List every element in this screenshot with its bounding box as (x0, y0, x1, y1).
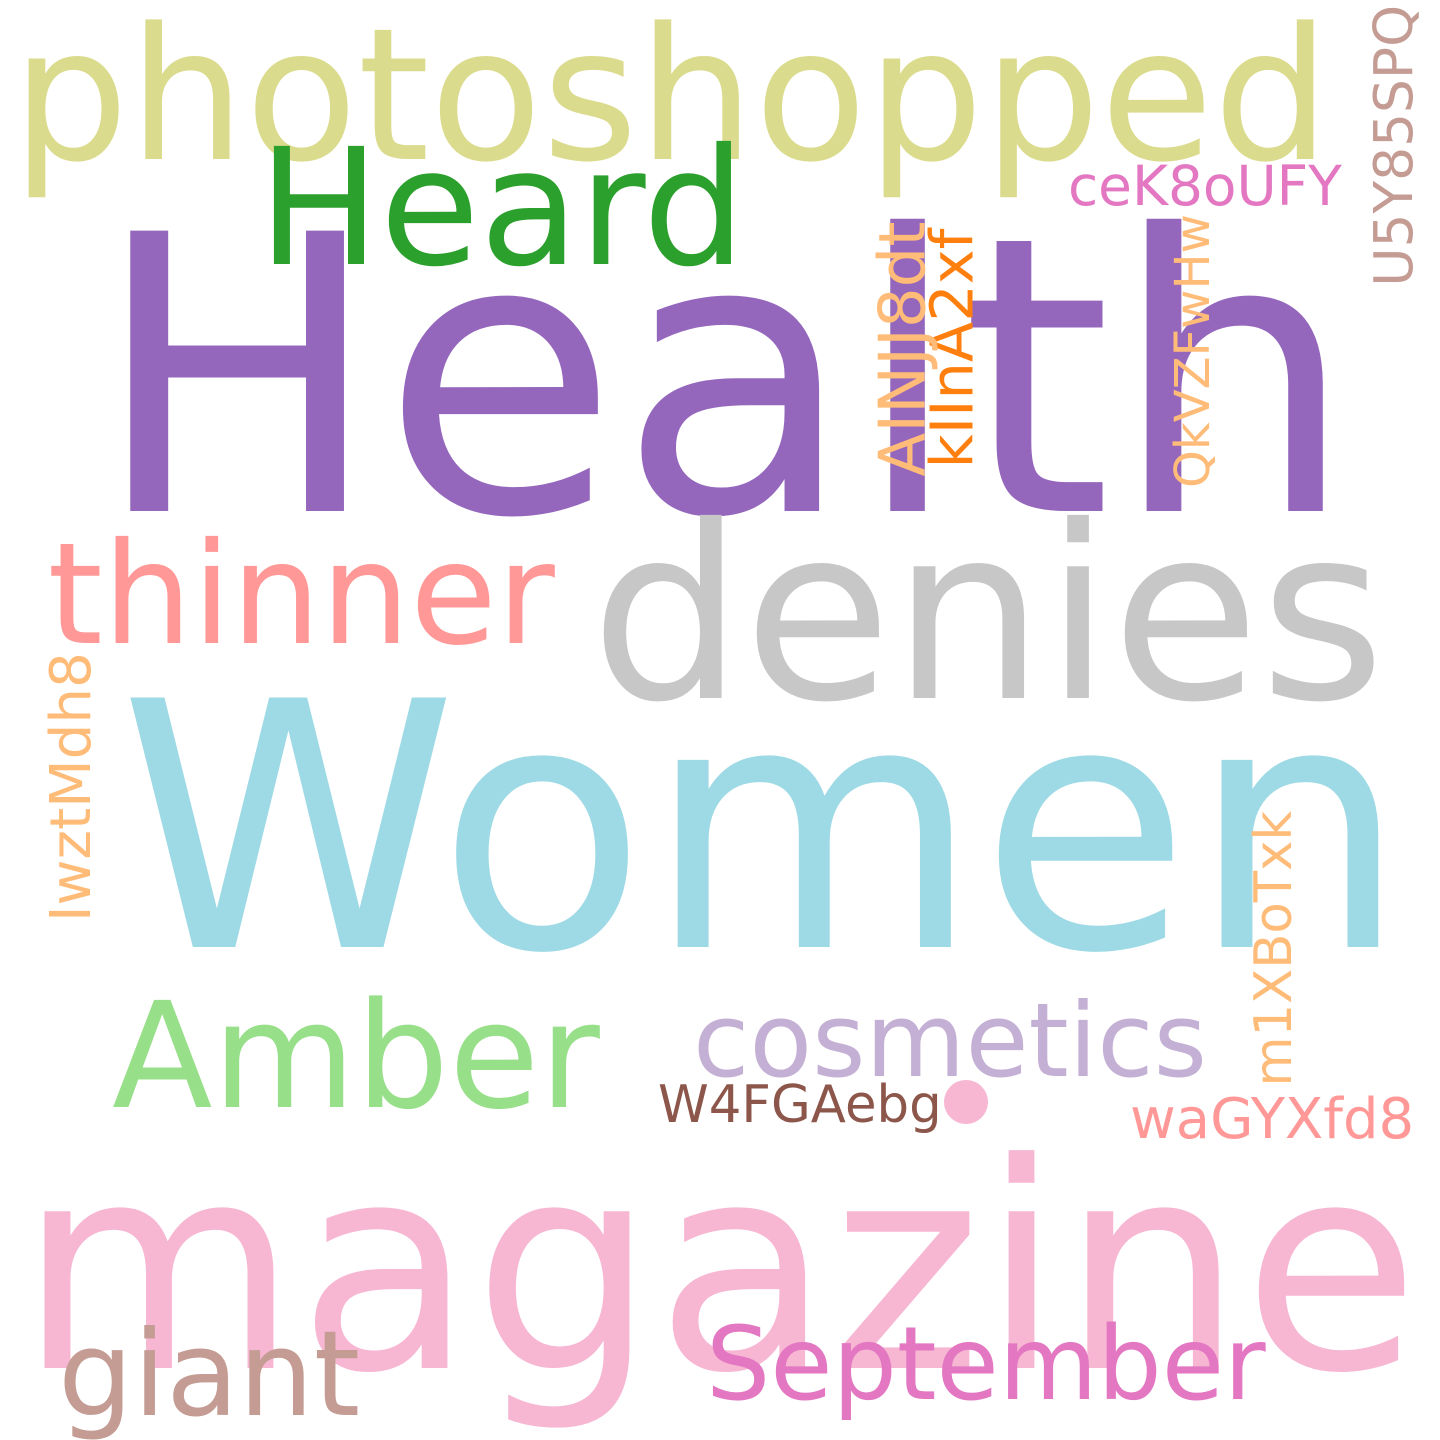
word-ainjj8dt: AINJJ8dt (865, 221, 940, 477)
word-cek8oufy: ceK8oUFY (1068, 153, 1342, 218)
word-thinner: thinner (47, 512, 555, 677)
word-qkvzfwhw: QkVZFwHw (1164, 214, 1221, 488)
word-magazine: magazine (18, 1101, 1420, 1436)
word-cosmetics: cosmetics (693, 981, 1208, 1101)
word-m1xbotxk: m1XBoTxk (1244, 810, 1305, 1087)
word-denies: denies (590, 473, 1386, 755)
word-wagyxfd8: waGYXfd8 (1130, 1087, 1415, 1152)
word-photoshopped: photoshopped (12, 0, 1331, 203)
word-women: Women (119, 629, 1408, 1028)
word-period-dot (944, 1080, 988, 1124)
word-september: September (706, 1304, 1266, 1423)
word-w4fgaebg: W4FGAebg (658, 1074, 942, 1135)
word-giant: giant (58, 1305, 361, 1440)
word-amber: Amber (112, 970, 600, 1142)
word-health: Health (92, 153, 1356, 602)
word-u5y85spq: U5Y85SPQ (1362, 4, 1426, 287)
word-heard: Heard (258, 115, 746, 303)
word-iwztmdh8: IwztMdh8 (38, 652, 104, 923)
